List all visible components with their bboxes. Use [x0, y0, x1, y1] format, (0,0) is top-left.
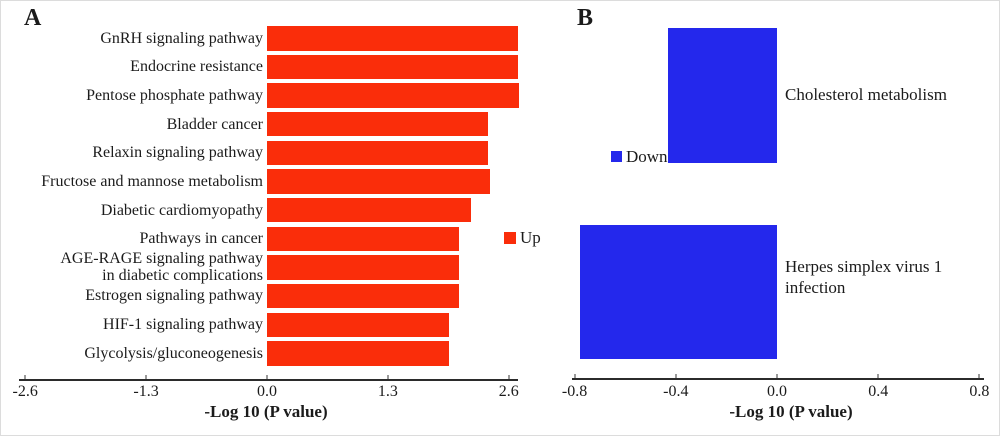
bar-category-label: Cholesterol metabolism: [785, 85, 947, 104]
bar: [668, 28, 777, 163]
bar-category-label: Fructose and mannose metabolism: [41, 172, 263, 190]
legend-swatch: [504, 231, 516, 244]
x-axis-tick-label: 1.3: [377, 383, 398, 400]
bar-category-label: HIF-1 signaling pathway: [103, 316, 263, 334]
x-axis-tick: [674, 374, 677, 378]
legend-label: Down: [626, 147, 668, 166]
bar: [267, 83, 519, 108]
bar: [267, 111, 489, 137]
x-axis-title: -Log 10 (P value): [729, 402, 853, 421]
legend: Down: [611, 148, 668, 165]
bar-category-label: GnRH signaling pathway: [100, 29, 263, 47]
bar: [267, 255, 459, 280]
x-axis-tick-label: 2.6: [498, 383, 519, 400]
x-axis-tick: [877, 374, 880, 378]
x-axis-title: -Log 10 (P value): [204, 402, 328, 421]
x-axis-tick: [266, 375, 268, 379]
x-axis-tick-label: -2.6: [12, 383, 38, 400]
bar-category-label: Relaxin signaling pathway: [92, 144, 263, 162]
x-axis-tick-label: 0.4: [868, 383, 889, 400]
bar-category-label: Glycolysis/gluconeogenesis: [84, 344, 263, 362]
x-axis-tick: [386, 375, 389, 379]
bar-category-label: Estrogen signaling pathway: [85, 287, 263, 305]
x-axis-tick: [507, 375, 510, 379]
x-axis-line: [572, 378, 984, 380]
x-axis-tick-label: 0.0: [767, 383, 787, 400]
bar-category-label: Diabetic cardiomyopathy: [100, 201, 263, 219]
x-axis-tick-label: 0.8: [969, 383, 990, 400]
bar-category-label: AGE-RAGE signaling pathway in diabetic c…: [60, 250, 263, 285]
legend-swatch: [611, 151, 622, 162]
x-axis-tick: [24, 375, 27, 379]
x-axis-tick: [573, 374, 576, 378]
bar-category-label: Pathways in cancer: [139, 230, 263, 248]
legend: Up: [504, 229, 541, 246]
bar: [267, 341, 450, 366]
bar: [267, 169, 491, 194]
panel-a-letter: A: [24, 5, 42, 31]
bar: [579, 225, 777, 359]
x-axis-line: [19, 379, 518, 381]
bar: [267, 283, 459, 309]
x-axis-tick: [978, 374, 981, 378]
bar: [267, 312, 450, 337]
x-axis-tick-label: -0.4: [663, 383, 689, 400]
panel-b-letter: B: [577, 5, 594, 31]
x-axis-tick: [776, 374, 778, 378]
x-axis-tick-label: 0.0: [257, 383, 277, 400]
bar: [267, 140, 489, 166]
bar-category-label: Endocrine resistance: [130, 58, 263, 76]
bar: [267, 197, 471, 223]
bar: [267, 26, 519, 51]
bar-category-label: Bladder cancer: [166, 115, 263, 133]
x-axis-tick: [145, 375, 148, 379]
bar-category-label: Pentose phosphate pathway: [86, 86, 263, 104]
bar-category-label: Herpes simplex virus 1 infection: [785, 257, 943, 297]
bar: [267, 54, 519, 80]
legend-label: Up: [520, 228, 541, 247]
bar: [267, 226, 459, 251]
x-axis-tick-label: -0.8: [561, 383, 588, 400]
x-axis-tick-label: -1.3: [133, 383, 159, 400]
